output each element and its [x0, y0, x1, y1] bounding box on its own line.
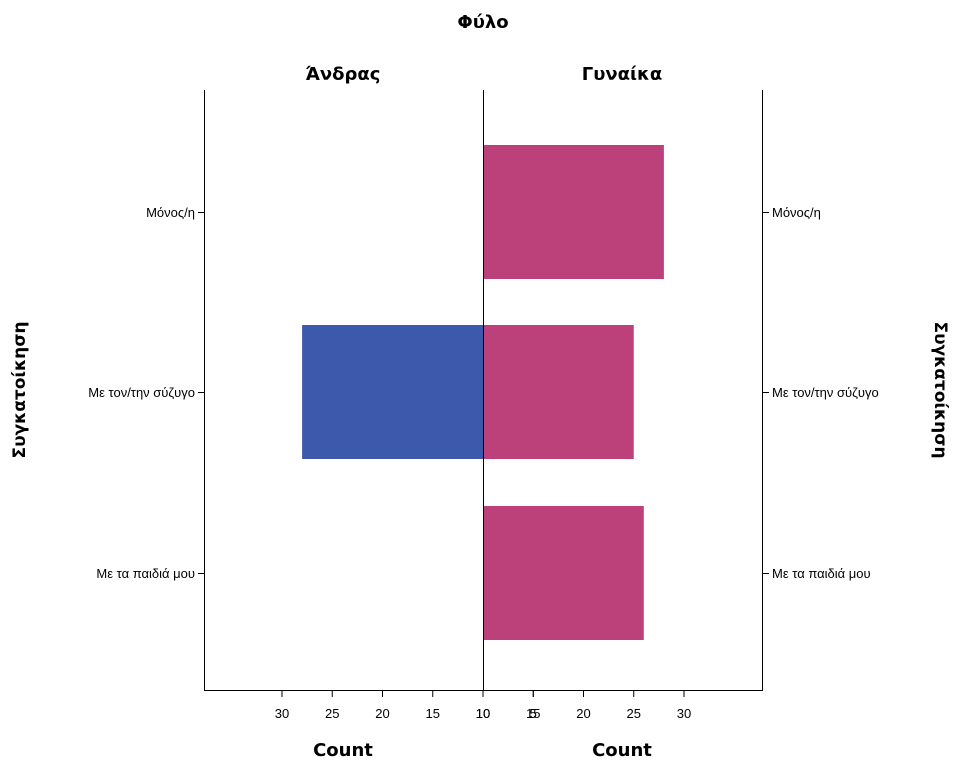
x-tick-label-right: 20 — [576, 706, 590, 721]
bar-female-cat-2 — [483, 506, 644, 640]
y-tick-label-left: Με τον/την σύζυγο — [88, 385, 195, 400]
panel-label-left: Άνδρας — [306, 64, 381, 85]
x-tick-label-right: 15 — [526, 706, 540, 721]
x-tick-label-left: 25 — [325, 706, 339, 721]
y-ticks-layer: Μόνος/η Μόνος/η Με τον/την σύζυγο Με τον/τη… — [88, 205, 878, 581]
x-tick-label-right: 10 — [476, 706, 490, 721]
x-ticks-layer: 30 25 20 15 10 510 15 20 25 30 — [275, 690, 691, 721]
y-tick-label-right: Μόνος/η — [772, 205, 821, 220]
bar-female-cat-0 — [483, 145, 664, 279]
bar-male-cat-1 — [302, 325, 483, 459]
y-axis-label-right: Συγκατοίκηση — [930, 321, 950, 458]
x-tick-label-left: 30 — [275, 706, 289, 721]
x-axis-label-left: Count — [313, 740, 373, 761]
y-tick-label-right: Με τον/την σύζυγο — [772, 385, 879, 400]
x-tick-label-left: 10 — [476, 706, 490, 721]
chart-title: Φύλο — [457, 12, 508, 33]
x-axis-label-right: Count — [592, 740, 652, 761]
bar-female-cat-1 — [483, 325, 634, 459]
x-tick-label-right: 25 — [627, 706, 641, 721]
x-tick-label-left: 20 — [375, 706, 389, 721]
y-tick-label-right: Με τα παιδιά μου — [772, 566, 871, 581]
x-tick-label-left: 5 — [530, 706, 537, 721]
bars-layer — [302, 145, 664, 640]
y-axis-label-left: Συγκατοίκηση — [10, 321, 30, 458]
x-tick-label-left: 15 — [426, 706, 440, 721]
y-tick-label-left: Με τα παιδιά μου — [96, 566, 195, 581]
panel-label-right: Γυναίκα — [582, 64, 662, 85]
x-tick-label-right: 30 — [677, 706, 691, 721]
y-tick-label-left: Μόνος/η — [146, 205, 195, 220]
